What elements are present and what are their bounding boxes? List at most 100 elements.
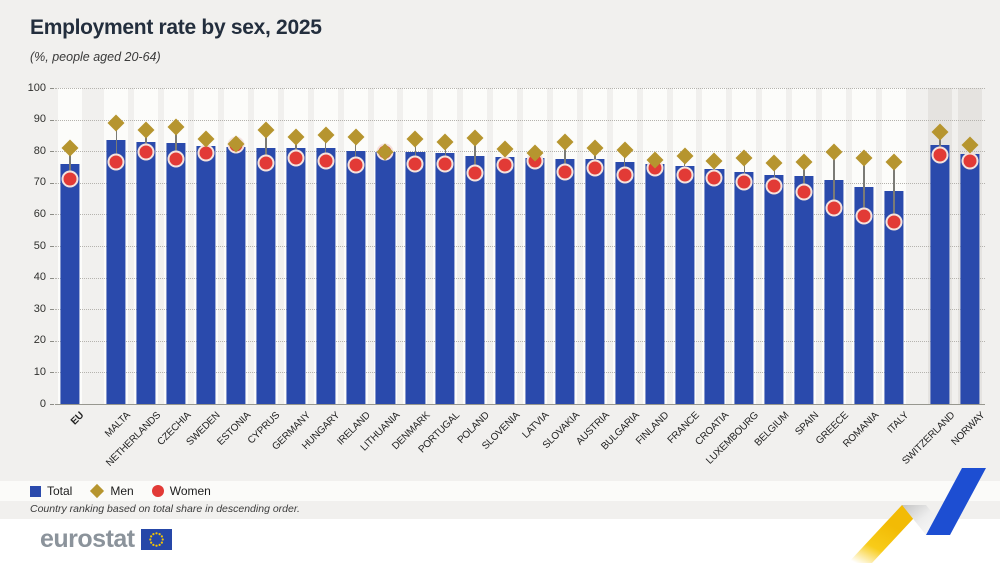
gridline-90 <box>55 119 985 121</box>
women-marker-circle <box>616 166 634 184</box>
country-column-slovenia: SLOVENIA <box>480 88 522 452</box>
total-bar <box>734 171 754 404</box>
y-tick-label-90: 90 <box>33 113 46 126</box>
men-women-connector <box>863 157 865 217</box>
y-tick-mark-100 <box>50 88 54 89</box>
total-square-icon <box>30 485 41 497</box>
country-column-ireland: IRELAND <box>335 88 372 447</box>
total-bar <box>704 169 724 404</box>
total-bar <box>375 151 396 404</box>
total-bar <box>405 152 425 404</box>
men-women-connector <box>324 135 327 162</box>
men-women-connector <box>564 142 566 172</box>
legend-item-total: Total <box>30 484 72 498</box>
country-column-latvia: LATVIA <box>520 88 552 441</box>
country-column-cyprus: CYPRUS <box>246 88 283 446</box>
men-women-connector <box>623 149 626 175</box>
y-tick-label-40: 40 <box>33 271 46 284</box>
y-tick-label-0: 0 <box>39 397 46 410</box>
country-column-netherlands: NETHERLANDS <box>104 88 163 469</box>
x-axis-label-eu: EU <box>69 410 87 428</box>
total-bar <box>764 174 784 404</box>
legend: Total Men Women <box>30 483 211 499</box>
legend-label-total: Total <box>47 484 73 498</box>
y-tick-label-20: 20 <box>33 334 46 347</box>
country-column-poland: POLAND <box>456 88 492 446</box>
women-marker-circle <box>586 159 604 177</box>
women-marker-circle <box>795 183 813 201</box>
y-tick-mark-30 <box>50 309 54 311</box>
total-bar <box>256 147 276 404</box>
country-column-greece: GREECE <box>814 88 851 447</box>
total-bar <box>316 148 336 404</box>
y-tick-mark-20 <box>50 340 54 342</box>
eu-flag-icon <box>140 529 172 550</box>
women-marker-circle <box>556 163 574 181</box>
men-women-connector <box>414 138 417 164</box>
country-column-france: FRANCE <box>665 88 701 446</box>
total-bar <box>585 159 605 404</box>
gridline-10 <box>55 372 985 374</box>
women-marker-circle <box>137 143 155 161</box>
y-tick-mark-90 <box>50 119 54 121</box>
total-bar <box>226 147 246 404</box>
gridline-50 <box>55 246 985 247</box>
legend-item-men: Men <box>90 483 134 499</box>
zigzag-decoration <box>848 468 986 563</box>
country-column-malta: MALTA <box>101 88 133 440</box>
men-women-connector <box>893 161 895 222</box>
gridline-20 <box>55 340 985 342</box>
women-marker-circle <box>496 156 514 174</box>
y-tick-label-60: 60 <box>33 207 46 220</box>
men-women-connector <box>594 148 596 169</box>
country-column-romania: ROMANIA <box>841 88 881 450</box>
gridline-80 <box>55 151 985 153</box>
total-bar <box>645 164 665 404</box>
y-tick-label-30: 30 <box>33 302 46 315</box>
total-bar <box>435 153 455 404</box>
men-women-connector <box>683 155 686 175</box>
y-tick-mark-80 <box>50 151 54 153</box>
country-column-belgium: BELGIUM <box>752 88 791 449</box>
gridline-70 <box>55 182 985 184</box>
y-tick-label-70: 70 <box>33 176 46 189</box>
country-column-bulgaria: BULGARIA <box>599 88 641 452</box>
women-marker-circle <box>855 207 873 225</box>
women-marker-circle <box>676 166 694 184</box>
y-tick-mark-60 <box>50 214 54 216</box>
women-marker-circle <box>406 155 424 173</box>
men-women-connector <box>474 138 476 173</box>
legend-label-women: Women <box>169 484 211 498</box>
gridline-60 <box>55 214 985 216</box>
women-marker-circle <box>735 173 753 191</box>
women-marker-circle <box>705 169 723 187</box>
zigzag-yellow-stripe <box>848 505 926 563</box>
men-women-connector <box>939 132 941 155</box>
eurostat-logo-text: eurostat <box>40 525 135 553</box>
women-marker-circle <box>436 155 454 173</box>
men-women-connector <box>295 136 297 159</box>
country-column-czechia: CZECHIA <box>155 88 193 448</box>
zigzag-blue-stripe <box>926 468 986 535</box>
total-bar <box>525 158 545 404</box>
country-column-estonia: ESTONIA <box>215 88 253 448</box>
total-bar <box>60 163 80 404</box>
total-bar <box>960 153 980 404</box>
women-marker-circle <box>61 170 79 188</box>
gridline-30 <box>55 309 985 311</box>
women-marker-circle <box>931 146 949 164</box>
y-tick-mark-50 <box>50 246 54 247</box>
country-column-norway: NORWAY <box>949 88 987 448</box>
country-column-austria: AUSTRIA <box>574 88 612 447</box>
women-circle-icon <box>151 485 164 497</box>
y-tick-label-100: 100 <box>27 81 46 94</box>
legend-strip <box>0 481 1000 501</box>
country-column-portugal: PORTUGAL <box>417 88 462 455</box>
country-column-slovakia: SLOVAKIA <box>541 88 582 451</box>
men-women-connector <box>265 130 267 163</box>
gridline-100 <box>55 88 985 89</box>
men-women-connector <box>175 127 177 160</box>
plot-area: EU MALTA NETHERLANDS CZECHIA SWEDEN ESTONIA CY… <box>55 88 987 469</box>
women-marker-circle <box>287 149 305 167</box>
